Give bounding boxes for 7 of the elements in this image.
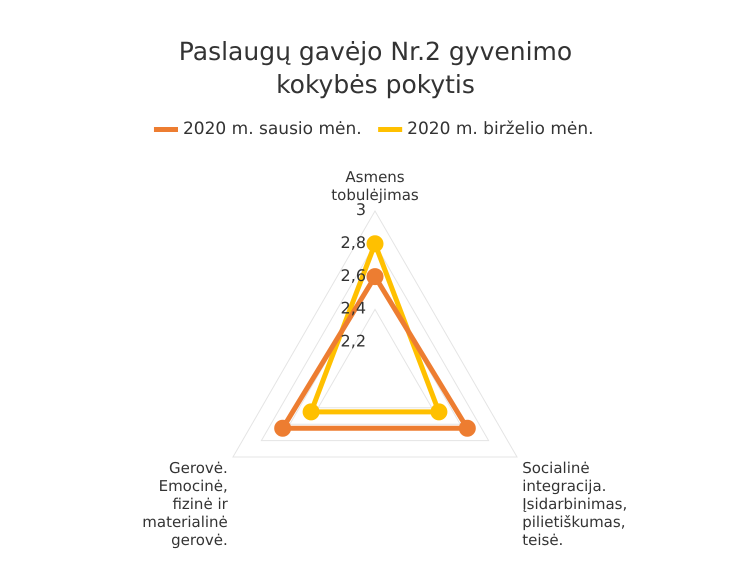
chart-title: Paslaugų gavėjo Nr.2 gyvenimo kokybės pokytis xyxy=(178,36,574,100)
y-tick-label: 2,8 xyxy=(340,232,366,252)
spoke-label: Socialinė integracija. Įsidarbinimas, pilietiškumas, teisė. xyxy=(522,458,628,549)
y-tick-label: 2,2 xyxy=(340,331,366,350)
legend-label: 2020 m. sausio mėn. xyxy=(182,118,362,139)
spoke-label: Gerovė. Emocinė, fizinė ir materialinė gerovė. xyxy=(142,458,229,549)
legend-label: 2020 m. birželio mėn. xyxy=(407,118,594,139)
